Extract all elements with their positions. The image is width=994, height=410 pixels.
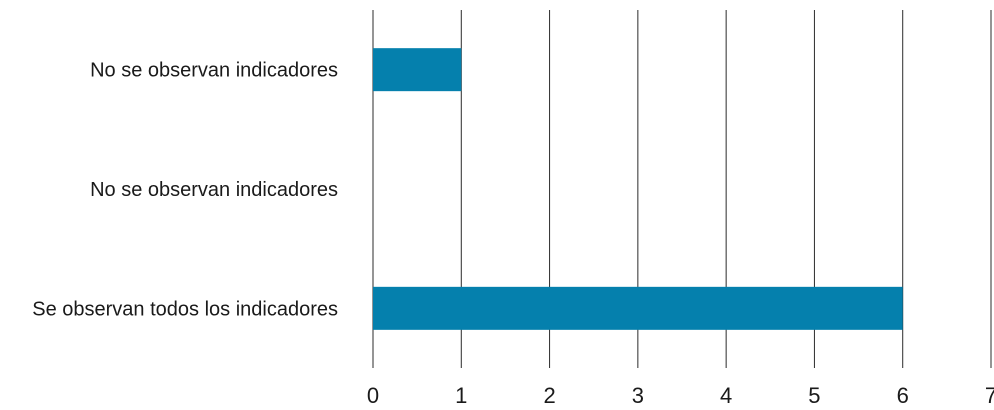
x-tick-label-5: 5 xyxy=(808,383,820,408)
category-label-0: No se observan indicadores xyxy=(90,60,338,82)
x-tick-label-2: 2 xyxy=(543,383,555,408)
category-labels: No se observan indicadores No se observan… xyxy=(32,60,338,321)
x-tick-label-0: 0 xyxy=(367,383,379,408)
x-tick-label-3: 3 xyxy=(632,383,644,408)
category-label-2: Se observan todos los indicadores xyxy=(32,298,338,320)
x-tick-label-4: 4 xyxy=(720,383,732,408)
bars xyxy=(373,48,903,330)
x-axis-tick-labels: 0 1 2 3 4 5 6 7 xyxy=(367,383,994,408)
x-tick-label-7: 7 xyxy=(985,383,994,408)
bar-0 xyxy=(373,48,462,92)
category-label-1: No se observan indicadores xyxy=(90,179,338,201)
bar-2 xyxy=(373,286,903,330)
x-tick-label-6: 6 xyxy=(897,383,909,408)
x-tick-label-1: 1 xyxy=(455,383,467,408)
